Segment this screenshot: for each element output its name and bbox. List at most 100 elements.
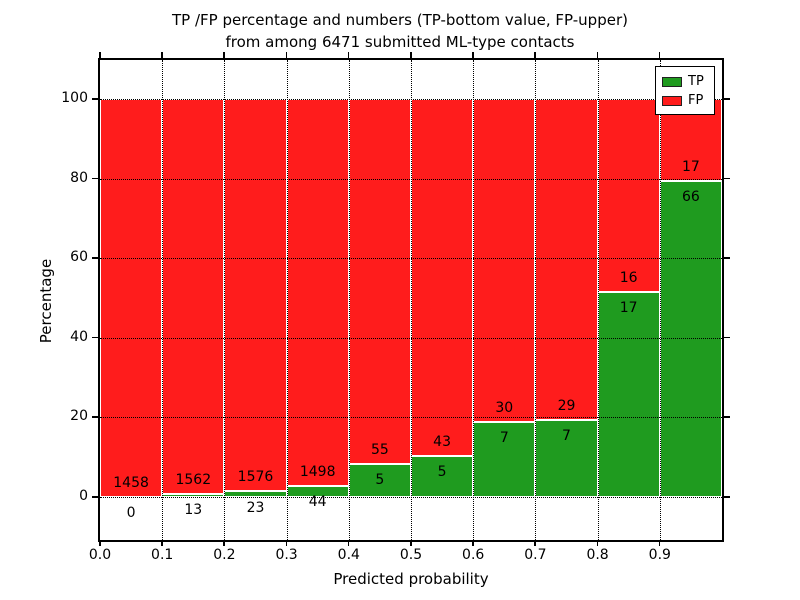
v-gridline bbox=[473, 60, 475, 540]
v-gridline bbox=[535, 60, 537, 540]
x-tick-mark bbox=[99, 540, 101, 546]
tp-color-swatch bbox=[662, 76, 682, 87]
fp-count-label: 29 bbox=[557, 397, 576, 414]
x-tick-mark bbox=[472, 540, 474, 546]
y-tick-mark-right bbox=[724, 98, 730, 100]
fp-bar-segment bbox=[224, 99, 287, 492]
y-axis-label: Percentage bbox=[37, 258, 55, 344]
v-gridline bbox=[597, 60, 599, 540]
legend-item-tp: TP bbox=[662, 72, 708, 91]
y-tick-mark-right bbox=[724, 257, 730, 259]
legend-label-fp: FP bbox=[688, 93, 704, 108]
x-tick-mark-top bbox=[596, 52, 599, 58]
v-gridline bbox=[162, 60, 164, 540]
y-tick-label: 20 bbox=[70, 408, 88, 425]
x-tick-label: 0.2 bbox=[213, 547, 236, 563]
tp-count-label: 7 bbox=[499, 430, 509, 447]
x-tick-mark bbox=[410, 540, 412, 546]
tp-bar-segment bbox=[597, 291, 660, 497]
x-tick-label: 0.6 bbox=[462, 547, 485, 563]
y-tick-mark bbox=[92, 416, 98, 418]
x-tick-label: 0.4 bbox=[337, 547, 360, 563]
tp-count-label: 44 bbox=[308, 493, 327, 510]
x-tick-mark-top bbox=[99, 52, 101, 58]
x-tick-mark bbox=[285, 540, 288, 546]
legend-item-fp: FP bbox=[662, 91, 708, 110]
tp-count-label: 13 bbox=[184, 502, 203, 519]
fp-count-label: 16 bbox=[619, 270, 638, 287]
v-gridline bbox=[224, 60, 226, 540]
y-tick-mark-right bbox=[724, 336, 730, 339]
tp-count-label: 17 bbox=[619, 300, 638, 317]
y-tick-label: 60 bbox=[70, 249, 88, 266]
y-tick-label: 100 bbox=[61, 90, 88, 106]
tp-count-label: 0 bbox=[126, 505, 136, 522]
x-tick-mark-top bbox=[658, 52, 661, 58]
y-tick-mark bbox=[92, 257, 98, 259]
plot-area: 1458 0 1562 13 1576 23 1498 44 55 5 43 5 30 7 29 7 16 17 1… bbox=[100, 60, 722, 540]
x-tick-mark-top bbox=[472, 52, 474, 58]
chart-title-line1: TP /FP percentage and numbers (TP-bottom… bbox=[172, 11, 628, 29]
x-tick-mark-top bbox=[534, 52, 536, 58]
x-tick-mark bbox=[161, 540, 163, 546]
x-tick-label: 0.9 bbox=[648, 547, 671, 563]
fp-count-label: 30 bbox=[495, 399, 514, 416]
fp-bar-segment bbox=[162, 99, 225, 494]
tp-bar-segment bbox=[473, 421, 536, 497]
x-tick-label: 0.1 bbox=[151, 547, 174, 563]
x-tick-label: 0.5 bbox=[399, 547, 423, 563]
v-gridline bbox=[411, 60, 412, 540]
fp-count-label: 1498 bbox=[299, 463, 336, 480]
x-axis-label: Predicted probability bbox=[333, 570, 489, 588]
tp-count-label: 7 bbox=[562, 427, 571, 444]
x-tick-label: 0.7 bbox=[524, 547, 547, 563]
tp-count-label: 23 bbox=[246, 499, 265, 516]
y-tick-mark bbox=[92, 496, 98, 498]
v-gridline bbox=[348, 60, 350, 540]
y-tick-label: 80 bbox=[70, 169, 88, 186]
fp-count-label: 1576 bbox=[237, 469, 274, 486]
x-tick-mark bbox=[658, 540, 661, 546]
fp-bar-segment bbox=[535, 99, 598, 420]
tp-count-label: 5 bbox=[375, 472, 385, 489]
tp-count-label: 5 bbox=[437, 463, 447, 480]
legend: TP FP bbox=[655, 66, 715, 115]
y-tick-mark bbox=[92, 177, 98, 180]
v-gridline bbox=[659, 60, 661, 540]
x-tick-mark bbox=[596, 540, 599, 546]
tp-count-label: 66 bbox=[681, 188, 700, 205]
fp-bar-segment bbox=[100, 99, 163, 497]
y-tick-label: 0 bbox=[79, 488, 88, 504]
fp-count-label: 43 bbox=[433, 433, 451, 450]
y-tick-mark-right bbox=[724, 416, 730, 418]
fp-count-label: 17 bbox=[681, 158, 700, 175]
fp-color-swatch bbox=[662, 95, 682, 106]
x-tick-label: 0.3 bbox=[275, 547, 298, 563]
fp-count-label: 55 bbox=[370, 441, 389, 458]
fp-bar-segment bbox=[286, 99, 349, 486]
chart-title-line2: from among 6471 submitted ML-type contac… bbox=[225, 33, 575, 51]
x-tick-label: 0.8 bbox=[586, 547, 609, 563]
x-tick-mark bbox=[347, 540, 350, 546]
fp-count-label: 1562 bbox=[175, 471, 212, 488]
v-gridline bbox=[286, 60, 288, 540]
fp-bar-segment bbox=[473, 99, 536, 422]
x-tick-mark-top bbox=[285, 52, 288, 58]
fp-bar-segment bbox=[597, 99, 660, 292]
y-tick-mark-right bbox=[724, 496, 730, 498]
x-tick-mark-top bbox=[347, 52, 350, 58]
tp-bar-segment bbox=[348, 463, 411, 497]
x-tick-mark-top bbox=[410, 52, 412, 58]
y-tick-mark-right bbox=[724, 177, 730, 180]
fp-bar-segment bbox=[348, 99, 411, 464]
tp-bar-segment bbox=[535, 419, 598, 497]
x-tick-mark bbox=[534, 540, 536, 546]
x-tick-mark bbox=[223, 540, 225, 546]
x-tick-mark-top bbox=[223, 52, 225, 58]
y-tick-mark bbox=[92, 336, 98, 339]
fp-count-label: 1458 bbox=[113, 475, 149, 492]
legend-label-tp: TP bbox=[688, 74, 704, 89]
x-tick-label: 0.0 bbox=[88, 547, 112, 563]
fp-bar-segment bbox=[411, 99, 474, 456]
